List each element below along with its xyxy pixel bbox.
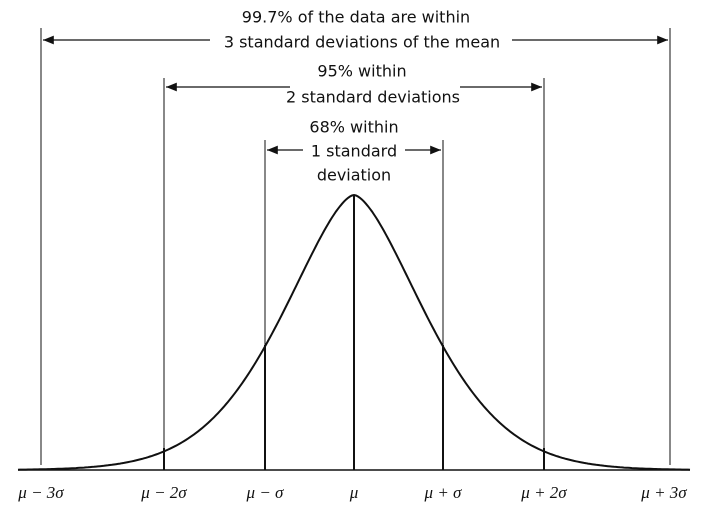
x-label: μ + 3σ bbox=[640, 483, 687, 502]
annotation: 2 standard deviations bbox=[286, 88, 460, 107]
annotation: 99.7% of the data are within bbox=[242, 8, 470, 27]
x-label: μ bbox=[349, 483, 359, 502]
annotation: 1 standard bbox=[311, 142, 397, 161]
annotation: deviation bbox=[317, 166, 391, 185]
annotation: 3 standard deviations of the mean bbox=[224, 33, 500, 52]
annotation: 68% within bbox=[309, 118, 398, 137]
x-label: μ − 3σ bbox=[17, 483, 64, 502]
x-label: μ + σ bbox=[424, 483, 463, 502]
x-label: μ − σ bbox=[246, 483, 285, 502]
x-label: μ − 2σ bbox=[140, 483, 187, 502]
annotation: 95% within bbox=[317, 62, 406, 81]
x-label: μ + 2σ bbox=[520, 483, 567, 502]
